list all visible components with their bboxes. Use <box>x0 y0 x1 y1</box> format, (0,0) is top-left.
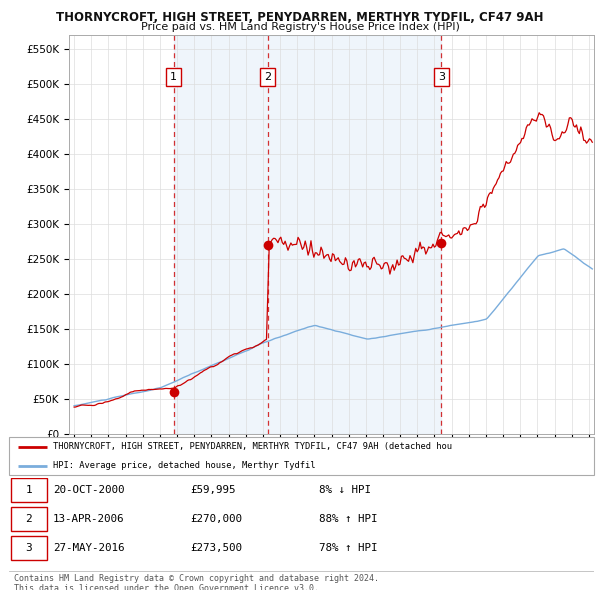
Text: £59,995: £59,995 <box>190 486 236 495</box>
Text: HPI: Average price, detached house, Merthyr Tydfil: HPI: Average price, detached house, Mert… <box>53 461 316 470</box>
Text: 88% ↑ HPI: 88% ↑ HPI <box>319 514 377 524</box>
Text: 3: 3 <box>438 73 445 83</box>
Bar <box>173 35 442 434</box>
Text: THORNYCROFT, HIGH STREET, PENYDARREN, MERTHYR TYDFIL, CF47 9AH (detached hou: THORNYCROFT, HIGH STREET, PENYDARREN, ME… <box>53 442 452 451</box>
Text: £273,500: £273,500 <box>190 543 242 553</box>
Text: 2: 2 <box>26 514 32 524</box>
Text: 20-OCT-2000: 20-OCT-2000 <box>53 486 124 495</box>
FancyBboxPatch shape <box>11 536 47 560</box>
Text: 8% ↓ HPI: 8% ↓ HPI <box>319 486 371 495</box>
FancyBboxPatch shape <box>11 478 47 502</box>
Text: 3: 3 <box>26 543 32 553</box>
FancyBboxPatch shape <box>9 437 594 475</box>
Text: THORNYCROFT, HIGH STREET, PENYDARREN, MERTHYR TYDFIL, CF47 9AH: THORNYCROFT, HIGH STREET, PENYDARREN, ME… <box>56 11 544 24</box>
Text: 27-MAY-2016: 27-MAY-2016 <box>53 543 124 553</box>
Text: Price paid vs. HM Land Registry's House Price Index (HPI): Price paid vs. HM Land Registry's House … <box>140 22 460 32</box>
Text: 2: 2 <box>264 73 271 83</box>
Text: 1: 1 <box>170 73 177 83</box>
Text: 78% ↑ HPI: 78% ↑ HPI <box>319 543 377 553</box>
FancyBboxPatch shape <box>11 507 47 531</box>
Text: 1: 1 <box>26 486 32 495</box>
Text: 13-APR-2006: 13-APR-2006 <box>53 514 124 524</box>
Text: £270,000: £270,000 <box>190 514 242 524</box>
Text: Contains HM Land Registry data © Crown copyright and database right 2024.
This d: Contains HM Land Registry data © Crown c… <box>14 574 379 590</box>
